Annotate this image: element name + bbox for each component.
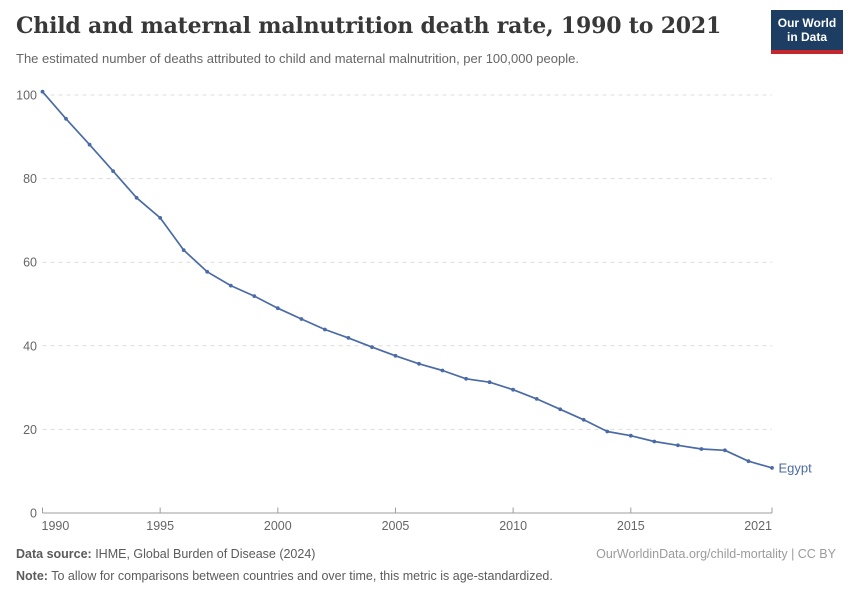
data-point bbox=[205, 269, 210, 274]
chart-subtitle: The estimated number of deaths attribute… bbox=[16, 51, 579, 66]
data-point bbox=[581, 417, 586, 422]
data-point bbox=[370, 345, 374, 349]
data-point bbox=[299, 317, 304, 321]
owid-logo[interactable]: Our World in Data bbox=[771, 10, 843, 54]
data-source-text: IHME, Global Burden of Disease (2024) bbox=[91, 547, 316, 561]
owid-logo-line1: Our World bbox=[777, 16, 837, 30]
data-source-line: Data source: IHME, Global Burden of Dise… bbox=[16, 546, 315, 562]
data-point bbox=[770, 466, 774, 470]
y-axis-tick-label: 40 bbox=[23, 339, 37, 353]
data-point bbox=[228, 283, 233, 288]
data-point bbox=[511, 387, 515, 392]
x-axis-tick-label: 2021 bbox=[744, 519, 772, 533]
page-title: Child and maternal malnutrition death ra… bbox=[16, 13, 722, 39]
x-axis-tick-label: 2010 bbox=[499, 519, 527, 533]
data-point bbox=[440, 368, 445, 373]
y-axis-tick-label: 20 bbox=[23, 423, 37, 437]
data-point bbox=[534, 397, 539, 401]
note-line: Note: To allow for comparisons between c… bbox=[16, 568, 836, 584]
data-point bbox=[252, 294, 257, 298]
data-point bbox=[181, 248, 186, 253]
data-source-label: Data source: bbox=[16, 547, 92, 561]
data-point bbox=[558, 407, 563, 412]
data-point bbox=[676, 443, 680, 448]
data-point bbox=[464, 376, 468, 381]
chart-footer: Data source: IHME, Global Burden of Dise… bbox=[16, 546, 836, 584]
note-text: To allow for comparisons between countri… bbox=[47, 569, 553, 583]
data-point bbox=[628, 433, 633, 438]
data-point bbox=[746, 459, 751, 464]
data-point bbox=[605, 429, 610, 434]
y-axis-tick-label: 0 bbox=[30, 507, 37, 521]
data-point bbox=[699, 447, 704, 451]
data-point bbox=[40, 89, 45, 94]
data-point bbox=[723, 448, 727, 453]
data-point bbox=[323, 327, 327, 332]
data-point bbox=[652, 439, 657, 444]
owid-logo-line2: in Data bbox=[786, 30, 827, 44]
x-axis-tick-label: 2015 bbox=[617, 519, 645, 533]
data-point bbox=[275, 306, 280, 311]
data-line bbox=[41, 90, 773, 469]
note-label: Note: bbox=[16, 569, 48, 583]
data-point bbox=[346, 336, 351, 340]
data-point bbox=[64, 116, 68, 121]
x-axis-tick-label: 1990 bbox=[42, 519, 70, 533]
data-point bbox=[487, 380, 492, 385]
data-point bbox=[134, 195, 139, 200]
y-axis-tick-label: 100 bbox=[16, 89, 37, 103]
x-axis-tick-label: 1995 bbox=[146, 519, 174, 533]
line-chart: 0 20 40 60 80 100 1990 1995 2000 2005 2010 2015 2021… bbox=[16, 89, 813, 534]
data-point bbox=[417, 361, 421, 366]
x-axis-tick-label: 2005 bbox=[382, 519, 410, 533]
data-point bbox=[87, 142, 92, 147]
y-axis-tick-label: 60 bbox=[23, 256, 37, 270]
series-label: Egypt bbox=[779, 460, 813, 475]
footer-link[interactable]: OurWorldinData.org/child-mortality | CC … bbox=[596, 547, 836, 561]
data-point bbox=[158, 216, 163, 220]
x-axis-tick-label: 2000 bbox=[264, 519, 292, 533]
data-point bbox=[393, 353, 398, 358]
data-point bbox=[111, 169, 115, 174]
y-axis-tick-label: 80 bbox=[23, 172, 37, 186]
